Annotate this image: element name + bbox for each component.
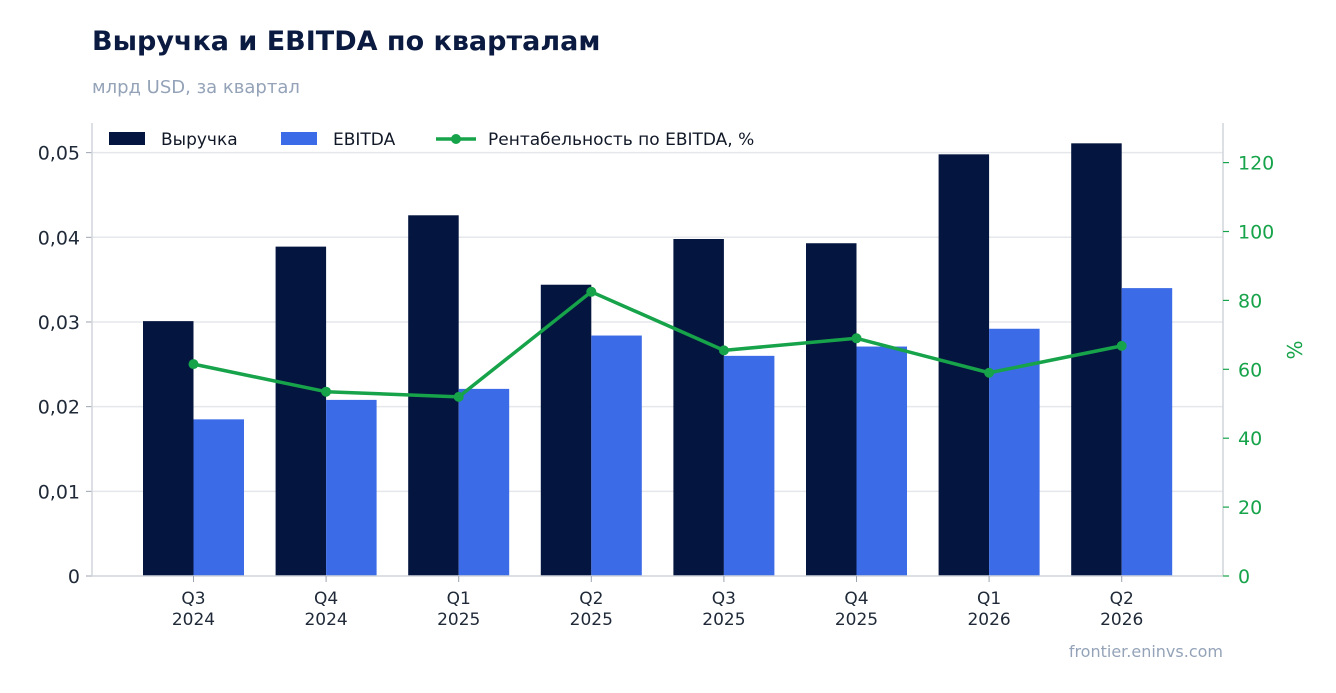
legend-label-margin: Рентабельность по EBITDA, % bbox=[488, 130, 754, 150]
y-right-tick-label: 60 bbox=[1238, 359, 1262, 381]
margin-point bbox=[718, 345, 729, 356]
x-tick-label-quarter: Q1 bbox=[977, 589, 1001, 609]
x-tick-label-quarter: Q1 bbox=[447, 589, 471, 609]
x-tick-label-quarter: Q3 bbox=[712, 589, 736, 609]
bar-revenue bbox=[1071, 143, 1122, 576]
bar-ebitda bbox=[326, 399, 377, 576]
y-right-tick-label: 120 bbox=[1238, 153, 1274, 175]
axes: 00,010,020,030,040,05020406080100120%Q32… bbox=[38, 123, 1307, 630]
margin-point bbox=[453, 391, 464, 402]
x-tick-label-quarter: Q3 bbox=[181, 589, 205, 609]
bar-ebitda bbox=[458, 388, 510, 576]
y-left-tick-label: 0,04 bbox=[38, 227, 80, 249]
bars bbox=[143, 143, 1173, 576]
y-left-tick-label: 0 bbox=[68, 566, 80, 588]
x-tick-label-quarter: Q2 bbox=[579, 589, 603, 609]
margin-point bbox=[586, 286, 597, 297]
margin-point bbox=[321, 386, 332, 397]
y-left-tick-label: 0,01 bbox=[38, 481, 80, 503]
x-tick-label-year: 2025 bbox=[570, 610, 613, 630]
legend-label-revenue: Выручка bbox=[161, 130, 238, 150]
chart-subtitle: млрд USD, за квартал bbox=[92, 77, 300, 98]
legend-swatch-ebitda bbox=[281, 132, 317, 145]
margin-point bbox=[851, 333, 862, 344]
bar-ebitda bbox=[989, 328, 1040, 576]
legend-marker-margin bbox=[451, 134, 461, 144]
bar-ebitda bbox=[591, 335, 642, 576]
bar-ebitda bbox=[193, 419, 244, 576]
bar-ebitda bbox=[856, 346, 907, 576]
margin-line bbox=[188, 286, 1127, 402]
margin-point bbox=[188, 359, 199, 370]
bar-revenue bbox=[143, 321, 194, 576]
margin-point bbox=[1116, 340, 1127, 351]
legend-swatch-revenue bbox=[109, 132, 145, 145]
y-left-tick-label: 0,05 bbox=[38, 143, 80, 165]
x-tick-label-quarter: Q2 bbox=[1110, 589, 1134, 609]
y-left-tick-label: 0,02 bbox=[38, 397, 80, 419]
legend-label-ebitda: EBITDA bbox=[333, 130, 396, 150]
y-right-tick-label: 100 bbox=[1238, 222, 1274, 244]
x-tick-label-quarter: Q4 bbox=[314, 589, 338, 609]
margin-point bbox=[984, 367, 995, 378]
x-tick-label-year: 2024 bbox=[304, 610, 347, 630]
source-credit: frontier.eninvs.com bbox=[1068, 642, 1223, 661]
y-right-tick-label: 40 bbox=[1238, 428, 1262, 450]
x-tick-label-year: 2025 bbox=[835, 610, 878, 630]
bar-ebitda bbox=[723, 355, 775, 576]
x-tick-label-year: 2024 bbox=[172, 610, 215, 630]
legend: Выручка EBITDA Рентабельность по EBITDA, % bbox=[109, 130, 754, 150]
bar-ebitda bbox=[1121, 288, 1173, 576]
margin-line-path bbox=[193, 290, 1123, 399]
y-right-tick-label: 20 bbox=[1238, 497, 1262, 519]
y-right-tick-label: 80 bbox=[1238, 290, 1262, 312]
bar-revenue bbox=[275, 246, 327, 576]
bar-revenue bbox=[806, 243, 857, 576]
y-right-tick-label: 0 bbox=[1238, 566, 1250, 588]
y-right-axis-label: % bbox=[1283, 340, 1307, 359]
chart-title: Выручка и EBITDA по кварталам bbox=[92, 26, 601, 57]
y-left-tick-label: 0,03 bbox=[38, 312, 80, 334]
bar-revenue bbox=[540, 284, 592, 576]
x-tick-label-year: 2026 bbox=[967, 610, 1010, 630]
x-tick-label-year: 2025 bbox=[702, 610, 745, 630]
x-tick-label-year: 2025 bbox=[437, 610, 480, 630]
x-tick-label-quarter: Q4 bbox=[844, 589, 868, 609]
x-tick-label-year: 2026 bbox=[1100, 610, 1143, 630]
bar-revenue bbox=[673, 239, 724, 576]
